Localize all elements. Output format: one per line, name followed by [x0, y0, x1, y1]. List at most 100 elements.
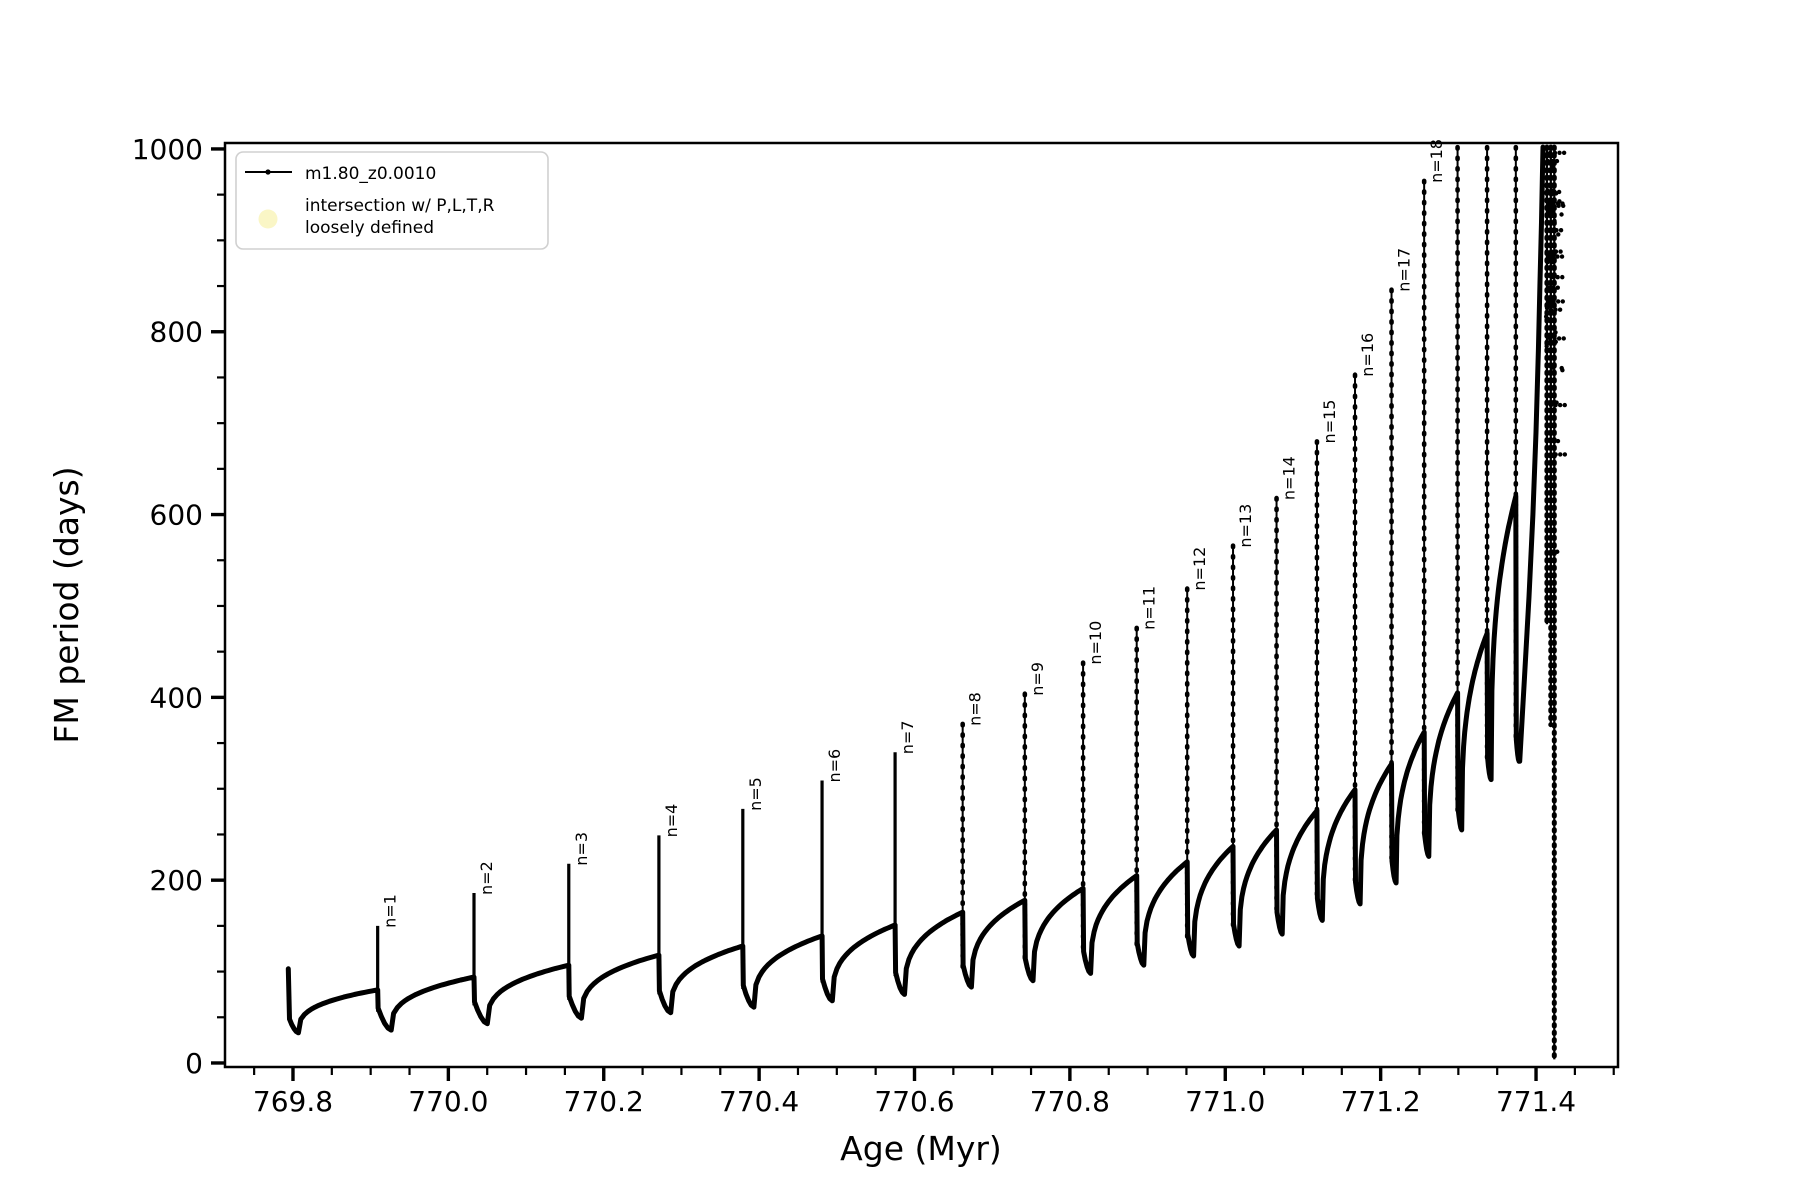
x-tick-label: 771.2 [1341, 1085, 1421, 1118]
end-scatter-dot [1557, 199, 1562, 204]
end-scatter-dot [1554, 400, 1559, 405]
legend-entry-1-label: m1.80_z0.0010 [305, 164, 436, 184]
end-scatter-dot [1544, 249, 1550, 254]
spike-label-n16: n=16 [1358, 333, 1377, 377]
legend-intersection-marker-icon [258, 209, 278, 229]
end-scatter-dot [1550, 164, 1556, 169]
x-tick-label: 771.0 [1185, 1085, 1265, 1118]
spike-label-n17: n=17 [1395, 248, 1414, 292]
end-scatter-dot [1555, 285, 1560, 290]
spike-label-n2: n=2 [477, 861, 496, 895]
end-scatter-dot [1551, 152, 1557, 158]
end-scatter-dot [1562, 452, 1568, 457]
end-scatter-dot [1550, 158, 1555, 164]
end-scatter-dot [1550, 254, 1556, 259]
y-tick-label: 200 [150, 864, 203, 897]
end-scatter-dot [1548, 339, 1554, 345]
end-scatter-dot [1560, 274, 1565, 280]
x-tick-label: 770.4 [719, 1085, 799, 1118]
spike-label-n5: n=5 [746, 777, 765, 811]
end-scatter-dot [1546, 209, 1551, 214]
spike-label-n12: n=12 [1190, 547, 1209, 591]
end-scatter-dot [1560, 299, 1565, 304]
spike-label-n8: n=8 [966, 692, 985, 726]
spike-label-n10: n=10 [1086, 621, 1105, 665]
spike-label-n15: n=15 [1320, 400, 1339, 444]
end-scatter-dot [1547, 151, 1552, 156]
x-tick-label: 770.0 [408, 1085, 488, 1118]
spike-label-n11: n=11 [1140, 586, 1159, 630]
end-scatter-dot [1544, 219, 1550, 224]
spike-label-n13: n=13 [1236, 504, 1255, 548]
end-scatter-dot [1561, 150, 1567, 155]
end-scatter-dot [1560, 201, 1565, 206]
spike-label-n18: n=18 [1427, 139, 1446, 183]
end-scatter-dot [1553, 452, 1558, 457]
end-scatter-dot [1554, 228, 1559, 233]
end-scatter-dot [1557, 150, 1562, 155]
end-scatter-dot [1553, 339, 1558, 345]
end-scatter-dot [1549, 249, 1554, 254]
end-scatter-dot [1546, 175, 1551, 180]
end-scatter-dot [1555, 254, 1560, 259]
end-scatter-dot [1559, 254, 1565, 259]
end-scatter-dot [1547, 336, 1553, 341]
end-scatter-dot [1548, 402, 1554, 408]
y-tick-label: 400 [150, 681, 203, 714]
end-scatter-dot [1555, 549, 1560, 554]
end-scatter-dot [1551, 438, 1556, 444]
x-axis-label: Age (Myr) [840, 1129, 1002, 1168]
end-scatter-dot [1557, 402, 1563, 408]
end-scatter-dot [1558, 249, 1563, 254]
end-scatter-dot [1552, 336, 1557, 341]
y-tick-label: 0 [185, 1047, 203, 1080]
fm-period-track [285, 144, 1546, 1036]
end-scatter-dot [1558, 228, 1564, 233]
legend: m1.80_z0.0010 intersection w/ P,L,T,R lo… [235, 151, 549, 250]
end-scatter-dot [1545, 260, 1550, 265]
data-series-m1.80_z0.0010 [285, 144, 1568, 1062]
legend-line-marker-dot [265, 169, 271, 175]
spike-label-n14: n=14 [1280, 456, 1299, 500]
spike-label-n1: n=1 [381, 894, 400, 928]
end-scatter-dot [1546, 201, 1551, 206]
end-scatter-dot [1555, 438, 1561, 444]
end-scatter-dot [1544, 344, 1549, 349]
end-scatter-dot [1548, 236, 1553, 241]
end-scatter-dot [1546, 285, 1551, 290]
axis-ticks [211, 147, 1615, 1081]
end-scatter-dot [1555, 274, 1560, 280]
spike-n-labels: n=1 n=2 n=3 n=4 n=5 n=6 n=7 n=8 n=9 n=10 n=11 n=12 n… [381, 139, 1446, 928]
spike-label-n7: n=7 [898, 720, 917, 754]
end-scatter-dot [1552, 218, 1557, 223]
end-scatter-dot [1546, 254, 1551, 259]
x-tick-label: 769.8 [253, 1085, 333, 1118]
end-scatter-dot [1549, 228, 1555, 233]
end-scatter-dot [1561, 336, 1566, 341]
legend-entry-2-line1: intersection w/ P,L,T,R [305, 196, 495, 216]
end-scatter-dot [1554, 158, 1560, 164]
spike-label-n4: n=4 [662, 804, 681, 838]
spike-label-n9: n=9 [1028, 662, 1047, 696]
y-tick-label: 800 [150, 316, 203, 349]
end-scatter-dot [1553, 307, 1558, 312]
end-scatter-dot [1548, 452, 1554, 457]
end-scatter-dot [1555, 299, 1561, 304]
end-scatter-dot [1545, 228, 1550, 233]
end-scatter-dot [1551, 209, 1556, 214]
end-scatter-dot [1559, 212, 1564, 217]
axis-tick-labels: 769.8 770.0 770.2 770.4 770.6 770.8 771.0 771.2… [132, 133, 1576, 1118]
end-scatter-dot [1556, 336, 1562, 341]
end-scatter-dot [1548, 192, 1554, 197]
legend-entry-2-line2: loosely defined [305, 218, 434, 238]
end-scatter-dot [1551, 348, 1557, 353]
end-scatter-dot [1560, 368, 1565, 373]
end-scatter-dot [1558, 452, 1563, 457]
spike-label-n6: n=6 [825, 749, 844, 783]
y-tick-label: 1000 [132, 133, 203, 166]
end-scatter-dot [1550, 285, 1556, 290]
end-scatter-dot [1553, 330, 1558, 335]
end-scatter-dot [1546, 299, 1552, 304]
y-tick-label: 600 [150, 499, 203, 532]
end-scatter-dot [1562, 402, 1567, 408]
